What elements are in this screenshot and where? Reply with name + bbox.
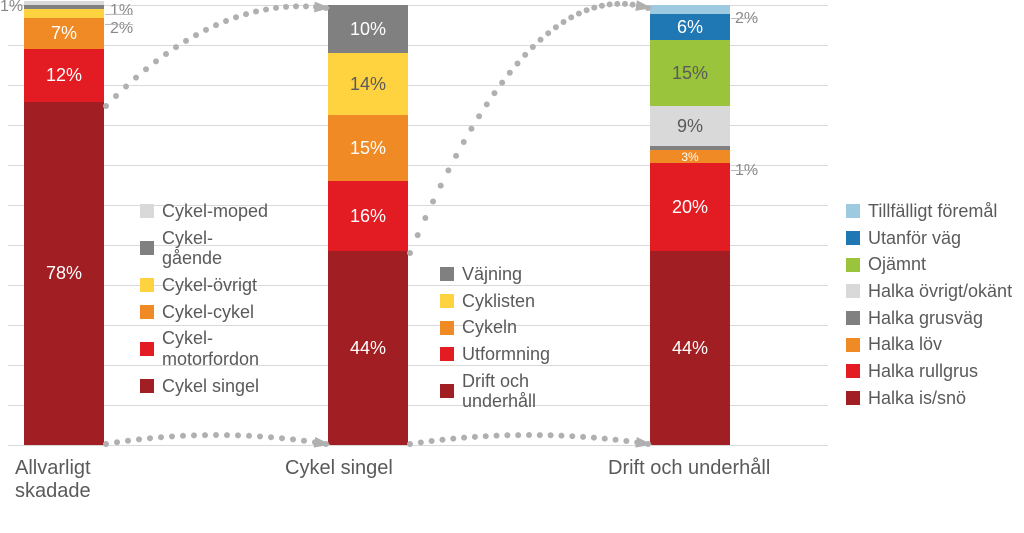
chart-stage: 78%12%7%Allvarligtskadade44%16%15%14%10%…	[0, 0, 1024, 533]
flow-arrow	[0, 0, 1024, 533]
